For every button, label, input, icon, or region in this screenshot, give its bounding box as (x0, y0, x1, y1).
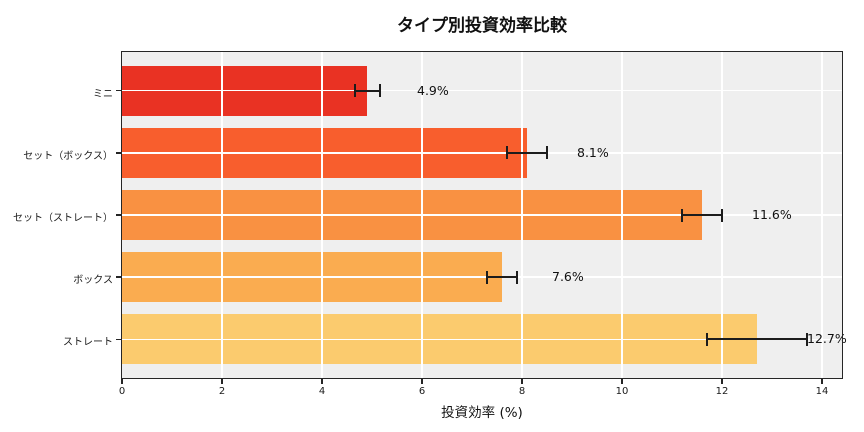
error-cap-left (486, 270, 488, 284)
y-tick-mark (116, 338, 121, 341)
y-tick-mark (116, 89, 121, 92)
x-tick-mark (221, 379, 223, 384)
x-tick-mark (821, 379, 823, 384)
y-tick-label: セット（ストレート） (13, 213, 113, 224)
error-cap-left (506, 146, 508, 160)
x-tick-mark (321, 379, 323, 384)
x-tick-mark (621, 379, 623, 384)
error-cap-left (353, 84, 356, 98)
value-label: 11.6% (752, 207, 792, 222)
y-tick-label: ストレート (63, 337, 113, 349)
error-cap-right (516, 270, 518, 284)
x-tick-label: 8 (518, 386, 526, 397)
x-tick-mark (121, 379, 123, 384)
y-tick-label: セット（ボックス） (23, 150, 113, 162)
error-bar (487, 276, 517, 279)
x-tick-label: 0 (118, 386, 126, 397)
error-bar (707, 338, 807, 341)
error-bar (507, 151, 547, 154)
x-tick-label: 14 (815, 386, 829, 397)
x-axis-label: 投資効率 (%) (441, 405, 523, 421)
gridline-horizontal (122, 338, 842, 341)
gridline-horizontal (122, 151, 842, 154)
x-tick-label: 6 (418, 386, 426, 397)
plot-area: 4.9% 8.1% 11.6% 7.6% 12.7% (121, 51, 847, 379)
x-tick-label: 12 (715, 386, 729, 397)
x-tick-label: 10 (615, 386, 629, 397)
y-tick-label: ボックス (73, 275, 113, 287)
x-tick-mark (521, 379, 523, 384)
gridline-horizontal (122, 214, 842, 216)
gridline-horizontal (122, 276, 842, 278)
x-tick-mark (721, 379, 723, 384)
value-label: 12.7% (807, 331, 847, 347)
x-tick-label: 2 (218, 386, 226, 397)
error-cap-right (378, 84, 381, 98)
value-label: 4.9% (417, 82, 449, 98)
y-tick-mark (116, 152, 121, 154)
value-label: 8.1% (577, 144, 609, 160)
gridline-horizontal (122, 89, 842, 92)
y-tick-label: ミニ (93, 88, 113, 100)
x-tick-label: 4 (318, 386, 326, 397)
error-bar (354, 89, 380, 92)
error-bar (682, 214, 722, 216)
y-tick-mark (116, 276, 121, 278)
error-cap-left (706, 332, 708, 346)
error-cap-right (546, 146, 548, 160)
error-cap-right (806, 332, 808, 346)
value-label: 7.6% (552, 269, 584, 285)
error-cap-right (721, 208, 723, 222)
chart-title: タイプ別投資効率比較 (397, 16, 567, 36)
error-cap-left (681, 208, 683, 222)
x-tick-mark (421, 379, 423, 384)
y-tick-mark (116, 214, 121, 216)
